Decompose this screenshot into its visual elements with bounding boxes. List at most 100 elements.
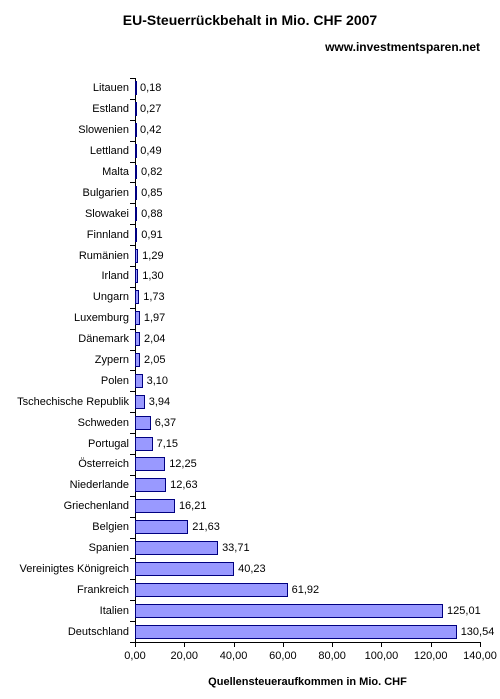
- category-label: Slowakei: [0, 208, 129, 220]
- category-label: Belgien: [0, 521, 129, 533]
- value-label: 0,18: [140, 82, 161, 94]
- bar-row: Tschechische Republik3,94: [135, 391, 480, 412]
- value-label: 2,04: [144, 333, 165, 345]
- bar: [135, 144, 137, 158]
- category-label: Frankreich: [0, 584, 129, 596]
- value-label: 0,88: [141, 208, 162, 220]
- category-label: Polen: [0, 375, 129, 387]
- category-label: Niederlande: [0, 479, 129, 491]
- bar-row: Polen3,10: [135, 370, 480, 391]
- y-tick: [130, 391, 135, 392]
- category-label: Deutschland: [0, 626, 129, 638]
- value-label: 16,21: [179, 500, 207, 512]
- y-tick: [130, 621, 135, 622]
- bar: [135, 81, 137, 95]
- chart-area: Litauen0,18Estland0,27Slowenien0,42Lettl…: [0, 70, 500, 660]
- category-label: Finnland: [0, 229, 129, 241]
- y-tick: [130, 642, 135, 643]
- bar-row: Lettland0,49: [135, 141, 480, 162]
- category-label: Dänemark: [0, 333, 129, 345]
- bar: [135, 478, 166, 492]
- bar-row: Niederlande12,63: [135, 475, 480, 496]
- x-tick: [431, 642, 432, 647]
- bar: [135, 541, 218, 555]
- y-tick: [130, 308, 135, 309]
- category-label: Österreich: [0, 458, 129, 470]
- bar: [135, 102, 137, 116]
- value-label: 21,63: [192, 521, 220, 533]
- bar-row: Dänemark2,04: [135, 329, 480, 350]
- bar: [135, 207, 137, 221]
- y-tick: [130, 412, 135, 413]
- y-tick: [130, 433, 135, 434]
- bar-row: Spanien33,71: [135, 538, 480, 559]
- value-label: 6,37: [155, 417, 176, 429]
- y-tick: [130, 266, 135, 267]
- y-tick: [130, 558, 135, 559]
- y-tick: [130, 287, 135, 288]
- bar: [135, 311, 140, 325]
- value-label: 12,63: [170, 479, 198, 491]
- category-label: Litauen: [0, 82, 129, 94]
- bar: [135, 520, 188, 534]
- bar-row: Österreich12,25: [135, 454, 480, 475]
- value-label: 1,29: [142, 250, 163, 262]
- value-label: 0,42: [140, 124, 161, 136]
- y-tick: [130, 162, 135, 163]
- bar-row: Deutschland130,54: [135, 621, 480, 642]
- x-tick: [234, 642, 235, 647]
- x-tick-label: 80,00: [318, 650, 346, 662]
- y-tick: [130, 538, 135, 539]
- value-label: 61,92: [292, 584, 320, 596]
- category-label: Schweden: [0, 417, 129, 429]
- bar-row: Rumänien1,29: [135, 245, 480, 266]
- chart-title: EU-Steuerrückbehalt in Mio. CHF 2007: [0, 0, 500, 28]
- x-tick: [480, 642, 481, 647]
- bar: [135, 269, 138, 283]
- bar-row: Ungarn1,73: [135, 287, 480, 308]
- bar-row: Slowenien0,42: [135, 120, 480, 141]
- bar: [135, 583, 288, 597]
- value-label: 0,91: [141, 229, 162, 241]
- x-tick: [332, 642, 333, 647]
- category-label: Malta: [0, 166, 129, 178]
- category-label: Griechenland: [0, 500, 129, 512]
- x-tick: [135, 642, 136, 647]
- y-tick: [130, 329, 135, 330]
- y-tick: [130, 496, 135, 497]
- bar-row: Vereinigtes Königreich40,23: [135, 558, 480, 579]
- bar-row: Finnland0,91: [135, 224, 480, 245]
- bar: [135, 290, 139, 304]
- y-tick: [130, 370, 135, 371]
- value-label: 33,71: [222, 542, 250, 554]
- x-tick-label: 0,00: [124, 650, 145, 662]
- value-label: 0,27: [140, 103, 161, 115]
- y-tick: [130, 99, 135, 100]
- bars-container: Litauen0,18Estland0,27Slowenien0,42Lettl…: [135, 78, 480, 642]
- category-label: Spanien: [0, 542, 129, 554]
- category-label: Vereinigtes Königreich: [0, 563, 129, 575]
- category-label: Slowenien: [0, 124, 129, 136]
- value-label: 12,25: [169, 458, 197, 470]
- y-tick: [130, 517, 135, 518]
- bar-row: Italien125,01: [135, 600, 480, 621]
- y-tick: [130, 475, 135, 476]
- value-label: 0,85: [141, 187, 162, 199]
- x-tick: [184, 642, 185, 647]
- plot-region: Litauen0,18Estland0,27Slowenien0,42Lettl…: [135, 70, 480, 660]
- source-url: www.investmentsparen.net: [0, 28, 500, 54]
- bar-row: Frankreich61,92: [135, 579, 480, 600]
- value-label: 125,01: [447, 605, 481, 617]
- bar-row: Luxemburg1,97: [135, 308, 480, 329]
- category-label: Tschechische Republik: [0, 396, 129, 408]
- bar-row: Malta0,82: [135, 162, 480, 183]
- category-label: Italien: [0, 605, 129, 617]
- y-tick: [130, 350, 135, 351]
- bar: [135, 625, 457, 639]
- value-label: 40,23: [238, 563, 266, 575]
- value-label: 1,30: [142, 270, 163, 282]
- value-label: 3,94: [149, 396, 170, 408]
- category-label: Portugal: [0, 438, 129, 450]
- y-tick: [130, 600, 135, 601]
- bar-row: Zypern2,05: [135, 350, 480, 371]
